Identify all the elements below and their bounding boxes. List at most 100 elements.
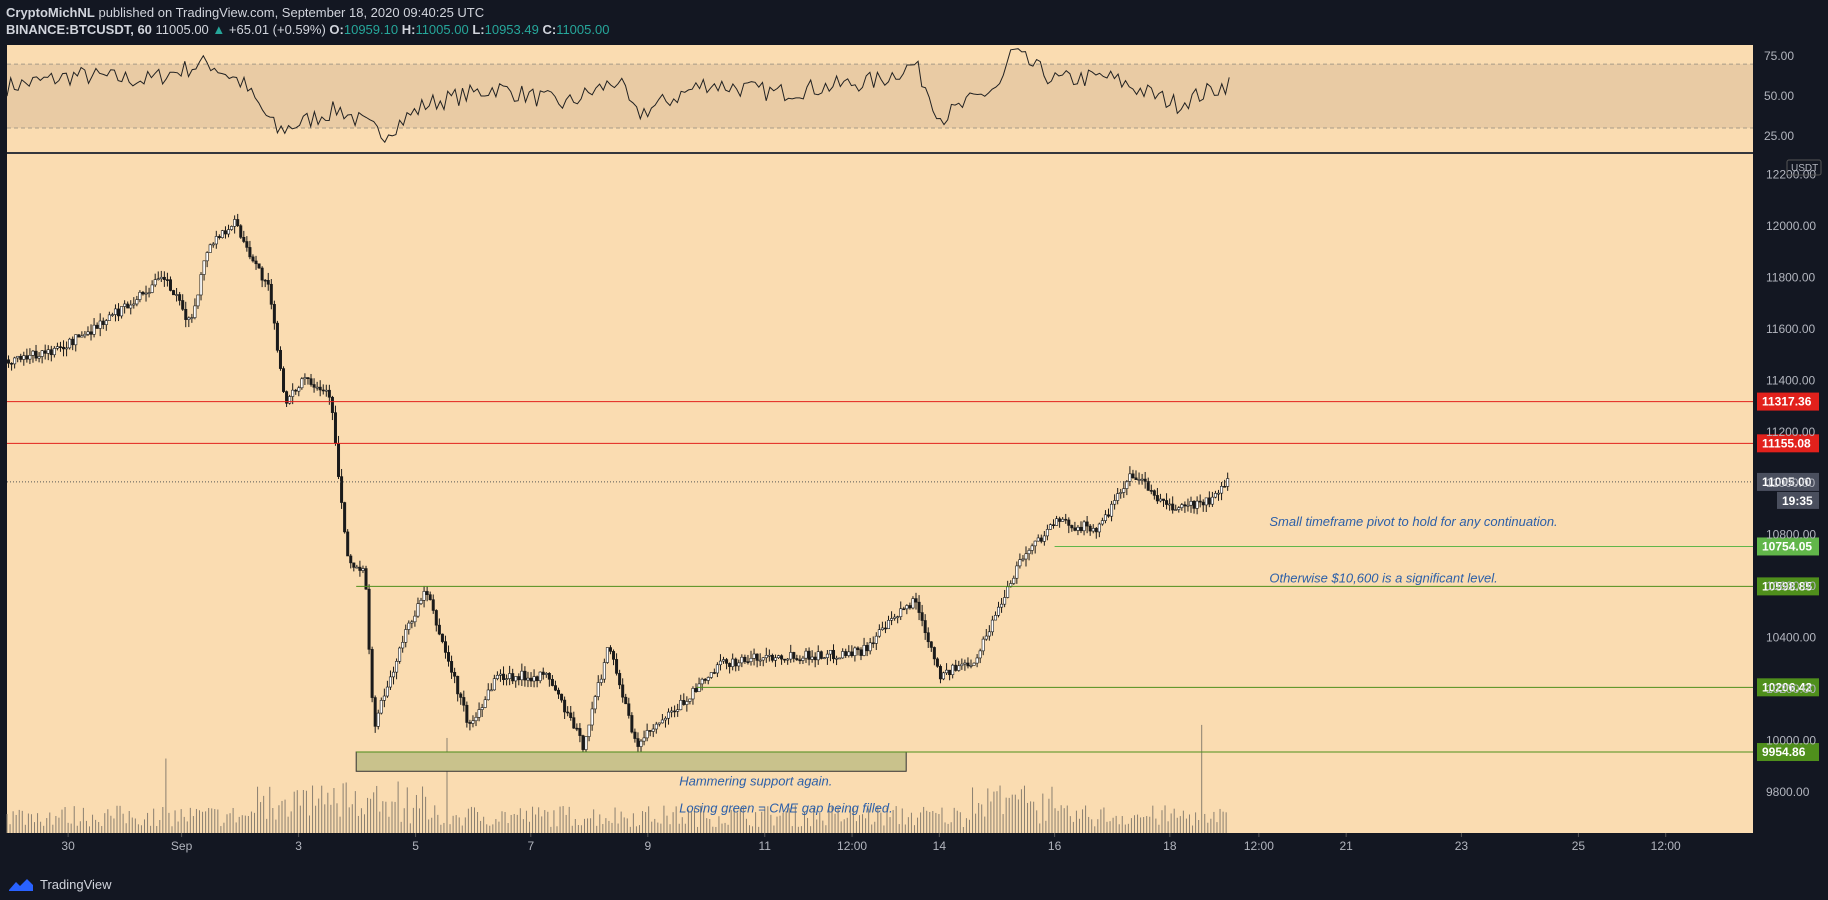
- candle-body: [725, 659, 729, 664]
- candle-body: [144, 292, 148, 295]
- candle-body: [28, 354, 32, 360]
- candle-body: [1091, 528, 1095, 532]
- candle-body: [431, 599, 435, 611]
- candle-body: [630, 715, 634, 733]
- tradingview-logo-icon[interactable]: [8, 878, 34, 892]
- footer-brand[interactable]: TradingView: [40, 877, 112, 892]
- candle-body: [291, 389, 295, 397]
- candle-body: [288, 396, 292, 404]
- candle-body: [566, 711, 570, 714]
- candle-body: [508, 673, 512, 679]
- candle-body: [153, 279, 157, 286]
- candle-body: [532, 676, 536, 682]
- candle-body: [407, 622, 411, 630]
- price-tick-label: 10400.00: [1766, 631, 1816, 645]
- candle-body: [474, 716, 478, 722]
- candle-body: [841, 651, 845, 659]
- candle-body: [535, 676, 539, 682]
- candle-body: [1152, 490, 1156, 496]
- candle-body: [993, 615, 997, 621]
- candle-body: [175, 294, 179, 296]
- candle-body: [960, 663, 964, 667]
- symbol-label[interactable]: BINANCE:BTCUSDT, 60: [6, 22, 152, 37]
- currency-label: USDT: [1791, 163, 1818, 174]
- candle-body: [303, 377, 307, 380]
- candle-body: [1055, 518, 1059, 526]
- candle-body: [1213, 493, 1217, 498]
- candle-body: [981, 638, 985, 652]
- candle-body: [749, 657, 753, 662]
- time-tick-label: Sep: [171, 839, 193, 853]
- candle-body: [31, 350, 35, 356]
- candle-body: [1177, 507, 1181, 510]
- candle-body: [514, 676, 518, 682]
- candle-body: [1045, 529, 1049, 537]
- last-price-label-bg: [1757, 472, 1819, 491]
- level-price-label: 9954.86: [1762, 745, 1806, 759]
- candle-body: [254, 260, 258, 265]
- candle-body: [688, 698, 692, 702]
- candle-body: [899, 608, 903, 617]
- candle-body: [1082, 521, 1086, 532]
- candle-body: [150, 284, 154, 293]
- time-tick-label: 23: [1455, 839, 1469, 853]
- candle-body: [1137, 479, 1141, 481]
- candle-body: [107, 314, 111, 321]
- candle-body: [22, 355, 26, 360]
- candle-body: [1015, 565, 1019, 579]
- candle-body: [1024, 553, 1028, 560]
- candle-body: [792, 652, 796, 659]
- candle-body: [486, 689, 490, 701]
- candle-body: [352, 562, 356, 568]
- candle-body: [62, 346, 66, 350]
- author-name[interactable]: CryptoMichNL: [6, 5, 95, 20]
- candle-body: [422, 591, 426, 601]
- high-value: 11005.00: [415, 22, 469, 37]
- candle-body: [712, 672, 716, 674]
- candle-body: [373, 697, 377, 727]
- candle-body: [813, 656, 817, 661]
- candle-body: [257, 263, 261, 269]
- candle-body: [578, 728, 582, 736]
- price-tick-label: 12000.00: [1766, 219, 1816, 233]
- footer: TradingView: [8, 877, 112, 892]
- candle-body: [911, 598, 915, 609]
- candle-body: [822, 657, 826, 659]
- candle-body: [984, 635, 988, 640]
- candle-body: [138, 291, 142, 300]
- candle-body: [896, 616, 900, 618]
- support-zone-box[interactable]: [355, 751, 907, 772]
- candle-body: [358, 566, 362, 571]
- candle-body: [795, 658, 799, 661]
- candle-body: [1146, 481, 1150, 491]
- price-pane[interactable]: [7, 154, 1753, 833]
- candle-body: [318, 386, 322, 391]
- candle-body: [190, 317, 194, 319]
- candle-body: [489, 689, 493, 692]
- candle-body: [1110, 503, 1114, 517]
- high-label: H:: [401, 22, 416, 37]
- triangle-up-icon: ▲: [212, 22, 226, 37]
- candle-body: [880, 627, 884, 630]
- candle-body: [648, 730, 652, 732]
- candle-body: [902, 608, 906, 611]
- candle-body: [135, 299, 139, 305]
- candle-body: [541, 671, 545, 675]
- candle-body: [330, 396, 334, 413]
- candle-body: [492, 678, 496, 691]
- price-tick-label: 11600.00: [1766, 322, 1815, 336]
- candle-body: [1155, 495, 1159, 502]
- candle-body: [49, 349, 53, 356]
- candle-body: [278, 349, 282, 369]
- candle-body: [211, 243, 215, 246]
- candle-body: [703, 678, 707, 681]
- candle-body: [737, 662, 741, 667]
- time-tick-label: 21: [1340, 839, 1354, 853]
- candle-body: [654, 723, 658, 730]
- candle-body: [456, 675, 460, 695]
- candle-body: [1125, 481, 1129, 489]
- candle-body: [355, 566, 359, 569]
- candle-body: [569, 712, 573, 718]
- annotation-hammering: Hammering support again.: [679, 774, 832, 789]
